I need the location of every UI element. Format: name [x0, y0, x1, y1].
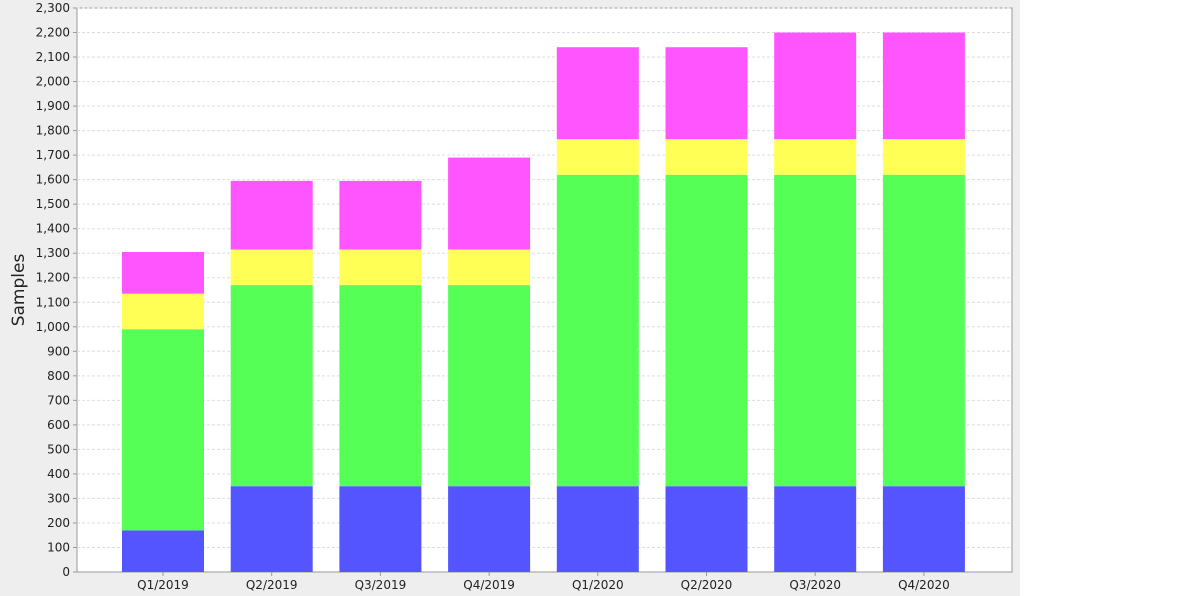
- bar-segment-series-1: [882, 486, 965, 572]
- bar-segment-series-2: [448, 285, 531, 487]
- x-tick-label: Q1/2019: [137, 578, 189, 592]
- y-tick-label: 1,000: [36, 320, 70, 334]
- y-tick-label: 2,200: [36, 26, 70, 40]
- bar-segment-series-3: [556, 139, 639, 175]
- bar-segment-series-2: [556, 174, 639, 487]
- bar-segment-series-4: [556, 47, 639, 140]
- y-tick-label: 300: [47, 491, 70, 505]
- y-tick-label: 900: [47, 344, 70, 358]
- y-tick-label: 400: [47, 467, 70, 481]
- bar-segment-series-1: [122, 530, 204, 572]
- bar-segment-series-2: [882, 174, 965, 487]
- bar-segment-series-2: [230, 285, 313, 487]
- bar-segment-series-1: [230, 486, 313, 572]
- y-tick-label: 1,400: [36, 222, 70, 236]
- y-tick-label: 100: [47, 540, 70, 554]
- y-tick-label: 0: [62, 565, 70, 579]
- y-tick-label: 1,500: [36, 197, 70, 211]
- y-tick-label: 2,100: [36, 50, 70, 64]
- plot-area: [76, 7, 1013, 573]
- y-tick-label: 1,900: [36, 99, 70, 113]
- y-tick-label: 200: [47, 516, 70, 530]
- y-axis-label: Samples: [9, 254, 29, 327]
- bar-segment-series-4: [230, 180, 313, 250]
- x-tick-label: Q1/2020: [572, 578, 624, 592]
- x-tick-label: Q4/2019: [463, 578, 515, 592]
- x-tick-label: Q2/2020: [681, 578, 733, 592]
- bar-segment-series-2: [339, 285, 422, 487]
- bar-segment-series-1: [448, 486, 531, 572]
- bar-segment-series-3: [665, 139, 748, 175]
- y-tick-label: 1,700: [36, 148, 70, 162]
- bar-segment-series-4: [774, 32, 857, 140]
- bar-segment-series-4: [122, 251, 204, 294]
- y-tick-label: 1,600: [36, 173, 70, 187]
- y-tick-label: 1,800: [36, 124, 70, 138]
- bar-segment-series-1: [339, 486, 422, 572]
- bar-segment-series-3: [230, 249, 313, 286]
- x-tick-label: Q2/2019: [246, 578, 298, 592]
- bar-segment-series-1: [665, 486, 748, 572]
- bar-segment-series-1: [556, 486, 639, 572]
- bar-segment-series-4: [665, 47, 748, 140]
- bar-segment-series-1: [774, 486, 857, 572]
- y-tick-label: 1,200: [36, 271, 70, 285]
- x-tick-label: Q3/2020: [789, 578, 841, 592]
- y-tick-label: 600: [47, 418, 70, 432]
- bar-segment-series-4: [339, 180, 422, 250]
- bar-segment-series-2: [774, 174, 857, 487]
- bar-segment-series-3: [339, 249, 422, 286]
- bar-segment-series-3: [448, 249, 531, 286]
- y-tick-label: 700: [47, 393, 70, 407]
- y-tick-label: 1,300: [36, 246, 70, 260]
- y-tick-label: 2,300: [36, 1, 70, 15]
- bar-segment-series-3: [882, 139, 965, 175]
- y-tick-label: 500: [47, 442, 70, 456]
- bar-segment-series-2: [122, 329, 204, 531]
- y-tick-label: 800: [47, 369, 70, 383]
- bar-segment-series-4: [448, 157, 531, 250]
- bar-segment-series-2: [665, 174, 748, 487]
- y-tick-label: 2,000: [36, 75, 70, 89]
- y-tick-label: 1,100: [36, 295, 70, 309]
- x-tick-label: Q3/2019: [355, 578, 407, 592]
- x-tick-label: Q4/2020: [898, 578, 950, 592]
- bar-segment-series-3: [774, 139, 857, 175]
- bar-segment-series-3: [122, 293, 204, 330]
- bar-segment-series-4: [882, 32, 965, 140]
